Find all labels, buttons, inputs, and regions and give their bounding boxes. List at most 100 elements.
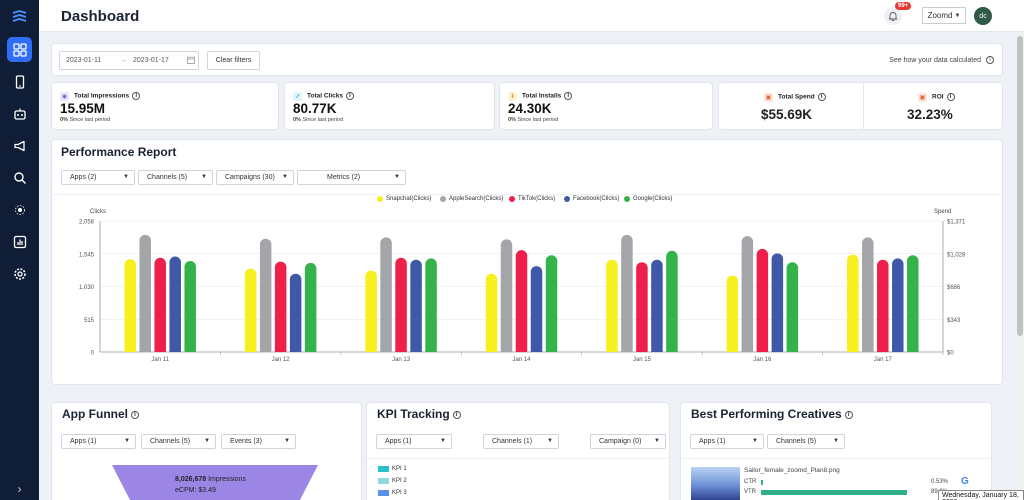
apps-dropdown-label: Apps (2) — [70, 174, 97, 181]
avatar[interactable]: dc — [974, 7, 992, 25]
legend-label: Snapchat(Clicks) — [386, 196, 432, 202]
notifications-button[interactable] — [884, 7, 902, 25]
sidebar-item-search[interactable] — [7, 165, 32, 190]
roi-label: ROI i — [932, 93, 955, 101]
campaigns-dropdown-label: Campaigns (30) — [225, 174, 275, 181]
google-icon: G — [961, 476, 969, 487]
funnel-impressions: 8,026,678 Impressions — [175, 476, 246, 483]
robot-icon — [13, 108, 26, 120]
creative-ctr-label: CTR — [744, 479, 757, 485]
kpi-swatch — [378, 478, 389, 484]
stat-change: 0% Since last period — [508, 117, 559, 123]
kpi-legend-item[interactable]: KPI 3 — [378, 490, 407, 496]
creative-thumbnail[interactable] — [691, 467, 740, 500]
info-icon: i — [132, 92, 141, 100]
sidebar-item-reports[interactable] — [7, 229, 32, 254]
legend-item[interactable]: TikTok(Clicks) — [509, 196, 555, 202]
info-icon: i — [452, 410, 461, 419]
chevron-down-icon: ▼ — [284, 438, 290, 444]
stat-label: Total Clicks i — [307, 92, 355, 100]
page-title: Dashboard — [61, 8, 140, 25]
sidebar-expand-button[interactable]: › — [0, 478, 39, 500]
kpi-apps-dropdown-label: Apps (1) — [385, 438, 412, 445]
date-to: 2023-01-17 — [133, 57, 169, 64]
kpi-campaign-dropdown[interactable]: Campaign (0) ▼ — [590, 434, 666, 449]
metrics-dropdown[interactable]: Metrics (2) ▼ — [297, 170, 406, 185]
stat-label: Total Installs i — [522, 92, 573, 100]
sidebar-item-campaigns[interactable] — [7, 133, 32, 158]
legend-dot — [509, 196, 515, 202]
metrics-dropdown-label: Metrics (2) — [327, 174, 361, 181]
performance-report-title: Performance Report — [61, 145, 177, 159]
creative-ctr-bar — [761, 480, 763, 485]
top-bar: Dashboard 99+ Zoomd ▼ dc — [39, 0, 1024, 32]
bell-icon — [888, 12, 898, 21]
info-icon: i — [946, 93, 955, 101]
apps-dropdown[interactable]: Apps (2) ▼ — [61, 170, 135, 185]
sidebar-item-settings[interactable] — [7, 261, 32, 286]
sidebar-item-targeting[interactable] — [7, 197, 32, 222]
date-range-picker[interactable]: 2023-01-11 → 2023-01-17 — [59, 51, 199, 70]
legend-label: Facebook(Clicks) — [573, 196, 620, 202]
kpi-channels-dropdown-label: Channels (1) — [492, 438, 533, 445]
chevron-down-icon: ▼ — [547, 438, 553, 444]
kpi-channels-dropdown[interactable]: Channels (1) ▼ — [483, 434, 559, 449]
campaigns-dropdown[interactable]: Campaigns (30) ▼ — [216, 170, 294, 185]
legend-label: Google(Clicks) — [633, 196, 673, 202]
creatives-apps-dropdown-label: Apps (1) — [699, 438, 726, 445]
clear-filters-button[interactable]: Clear filters — [207, 51, 260, 70]
page-scrollbar-thumb[interactable] — [1017, 36, 1023, 336]
divider — [52, 194, 1002, 195]
kpi-legend-item[interactable]: KPI 2 — [378, 478, 407, 484]
kpi-apps-dropdown[interactable]: Apps (1) ▼ — [376, 434, 452, 449]
legend-item[interactable]: Google(Clicks) — [624, 196, 672, 202]
creative-vtr-label: VTR — [744, 489, 756, 495]
channels-dropdown[interactable]: Channels (5) ▼ — [138, 170, 213, 185]
stat-card-impressions: ◉ Total Impressions i 15.95M 0% Since las… — [51, 82, 279, 130]
calendar-icon — [187, 56, 195, 64]
creative-name[interactable]: Sailor_female_zoomd_Plan8.png — [744, 467, 840, 474]
stat-value: 24.30K — [508, 101, 552, 116]
funnel-stage-impressions[interactable] — [112, 465, 318, 500]
data-calculation-link[interactable]: See how your data calculated i — [889, 56, 994, 64]
chevron-down-icon: ▼ — [440, 438, 446, 444]
app-funnel-card: App Funnel i Apps (1) ▼ Channels (5) ▼ Even… — [51, 402, 362, 500]
gear-icon — [13, 267, 26, 280]
legend-item[interactable]: Snapchat(Clicks) — [377, 196, 431, 202]
sidebar-item-automation[interactable] — [7, 101, 32, 126]
stat-card-clicks: ➚ Total Clicks i 80.77K 0% Since last per… — [284, 82, 495, 130]
best-creatives-card: Best Performing Creatives i Apps (1) ▼ Cha… — [680, 402, 992, 500]
funnel-events-dropdown-label: Events (3) — [230, 438, 262, 445]
info-icon: i — [844, 410, 853, 419]
stat-change: 0% Since last period — [293, 117, 344, 123]
funnel-apps-dropdown[interactable]: Apps (1) ▼ — [61, 434, 136, 449]
logo-icon[interactable] — [11, 10, 28, 24]
chevron-down-icon: ▼ — [833, 438, 839, 444]
legend-item[interactable]: AppleSearch(Clicks) — [440, 196, 503, 202]
target-icon — [14, 204, 25, 215]
creatives-apps-dropdown[interactable]: Apps (1) ▼ — [690, 434, 764, 449]
sidebar-item-apps[interactable] — [7, 69, 32, 94]
org-select[interactable]: Zoomd ▼ — [922, 7, 966, 24]
date-arrow-icon: → — [120, 57, 127, 64]
legend-label: TikTok(Clicks) — [518, 196, 556, 202]
divider — [863, 83, 864, 129]
chevron-down-icon: ▼ — [394, 174, 400, 180]
chevron-down-icon: ▼ — [124, 438, 130, 444]
funnel-events-dropdown[interactable]: Events (3) ▼ — [221, 434, 296, 449]
sidebar: › — [0, 0, 39, 500]
funnel-channels-dropdown[interactable]: Channels (5) ▼ — [141, 434, 216, 449]
creatives-channels-dropdown[interactable]: Channels (5) ▼ — [767, 434, 845, 449]
chevron-down-icon: ▼ — [201, 174, 207, 180]
divider — [681, 458, 991, 459]
funnel-apps-dropdown-label: Apps (1) — [70, 438, 97, 445]
legend-item[interactable]: Facebook(Clicks) — [564, 196, 619, 202]
funnel-channels-dropdown-label: Channels (5) — [150, 438, 191, 445]
kpi-tracking-card: KPI Tracking i Apps (1) ▼ Channels (1) ▼ Ca… — [366, 402, 670, 500]
roi-value: 32.23% — [907, 107, 953, 122]
funnel-ecpm: eCPM: $3.49 — [175, 487, 216, 494]
kpi-legend-item[interactable]: KPI 1 — [378, 466, 407, 472]
stat-value: 15.95M — [60, 101, 106, 116]
grid-icon — [12, 42, 27, 57]
sidebar-item-dashboard[interactable] — [7, 37, 32, 62]
